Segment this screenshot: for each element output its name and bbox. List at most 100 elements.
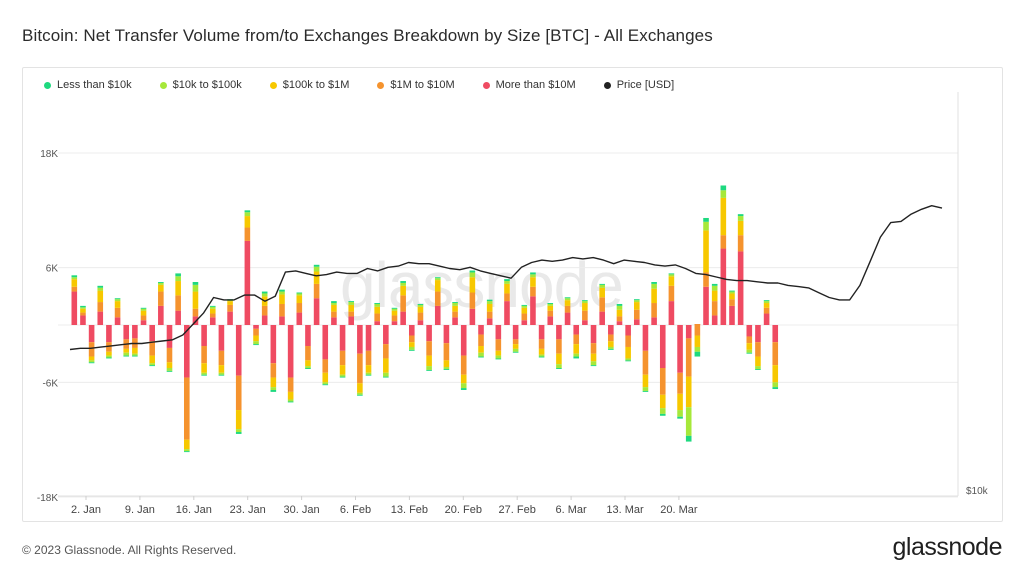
bar-segment [192, 284, 199, 292]
bar-segment [625, 360, 631, 362]
bar-segment [616, 309, 623, 317]
legend-item-lt10k[interactable]: Less than $10k [44, 78, 132, 92]
bar-segment [149, 341, 155, 356]
bar-segment [106, 325, 112, 343]
bar-segment [434, 291, 441, 306]
bar-segment [573, 334, 580, 345]
bar-segment [625, 325, 631, 336]
bar-segment [417, 306, 424, 313]
bar-segment [452, 302, 458, 304]
bar-segment [486, 301, 493, 304]
bar-segment [530, 274, 536, 278]
bar-segment [227, 311, 233, 325]
bar-segment [305, 346, 311, 361]
legend-dot-price [603, 81, 611, 89]
legend-item-price[interactable]: Price [USD] [603, 78, 674, 92]
bar-segment [408, 335, 415, 343]
bar-segment [88, 360, 95, 363]
bar-segment [521, 304, 528, 306]
legend-item-10k-100k[interactable]: $10k to $100k [159, 78, 242, 92]
bar-segment [400, 281, 406, 283]
bar-segment [755, 368, 761, 370]
bar-segment [547, 316, 554, 325]
bar-segment [365, 374, 372, 376]
bar-segment [460, 355, 467, 375]
bar-segment [668, 285, 675, 302]
bar-segment [383, 376, 389, 378]
bar-segment [685, 325, 692, 339]
bar-segment [348, 301, 355, 303]
bar-segment [426, 325, 432, 342]
bar-segment [720, 185, 727, 191]
bar-segment [123, 352, 130, 356]
bar-segment [512, 325, 519, 340]
bar-segment [391, 321, 398, 325]
bar-segment [521, 307, 528, 314]
bar-segment [140, 308, 147, 311]
bar-segment [469, 292, 476, 309]
bar-segment [737, 251, 744, 325]
bar-segment [677, 372, 683, 394]
bar-segment [383, 358, 389, 373]
bar-segment [357, 353, 363, 384]
bar-segment [495, 339, 502, 351]
bar-segment [253, 335, 259, 342]
bar-segment [434, 278, 441, 281]
bar-segment [556, 353, 562, 365]
bar-segment [608, 348, 614, 350]
x-tick-label: 16. Jan [176, 504, 212, 516]
bar-segment [313, 298, 320, 325]
bar-segment [365, 365, 372, 373]
bar-segment [417, 303, 424, 305]
bar-segment [114, 298, 121, 300]
bar-segment [443, 368, 450, 370]
bar-segment [720, 190, 727, 198]
bar-segment [331, 304, 337, 312]
bar-segment [322, 372, 329, 383]
bar-segment [469, 277, 476, 293]
bar-segment [287, 391, 294, 400]
x-tick-label: 13. Mar [606, 504, 644, 516]
bar-segment [313, 271, 320, 284]
bar-segment [711, 285, 718, 291]
bar-segment [97, 285, 104, 288]
bar-segment [460, 388, 467, 390]
bar-segment [772, 365, 779, 383]
bar-segment [270, 389, 277, 392]
x-tick-label: 13. Feb [391, 504, 428, 516]
bar-segment [218, 374, 225, 376]
bar-segment [642, 325, 649, 351]
bar-segment [149, 363, 155, 366]
bar-segment [183, 377, 190, 440]
bar-segment [175, 276, 181, 282]
bar-segment [633, 300, 640, 303]
bar-segment [218, 372, 225, 375]
bar-segment [772, 342, 779, 366]
bar-segment [106, 351, 112, 356]
bar-segment [209, 313, 216, 318]
bar-segment [374, 321, 380, 325]
bar-segment [530, 272, 536, 275]
bar-segment [383, 325, 389, 345]
bar-segment [339, 350, 346, 366]
bar-segment [279, 303, 285, 317]
bar-segment [227, 300, 233, 302]
x-tick-label: 2. Jan [71, 504, 101, 516]
bar-segment [209, 317, 216, 325]
bar-segment [357, 394, 363, 396]
bar-segment [244, 216, 251, 228]
legend-item-100k-1m[interactable]: $100k to $1M [269, 78, 349, 92]
legend-item-1m-10m[interactable]: $1M to $10M [377, 78, 455, 92]
bar-segment [313, 266, 320, 272]
bar-segment [158, 305, 164, 325]
bar-segment [599, 311, 605, 325]
bar-segment [149, 355, 155, 364]
bar-segment [478, 334, 484, 347]
bar-segment [244, 210, 251, 213]
legend-item-gt10m[interactable]: More than $10M [482, 78, 576, 92]
brand-logo: glassnode [892, 533, 1003, 561]
bar-segment [270, 387, 277, 390]
bar-segment [227, 304, 233, 312]
bar-segment [400, 282, 406, 286]
bar-segment [253, 328, 259, 336]
